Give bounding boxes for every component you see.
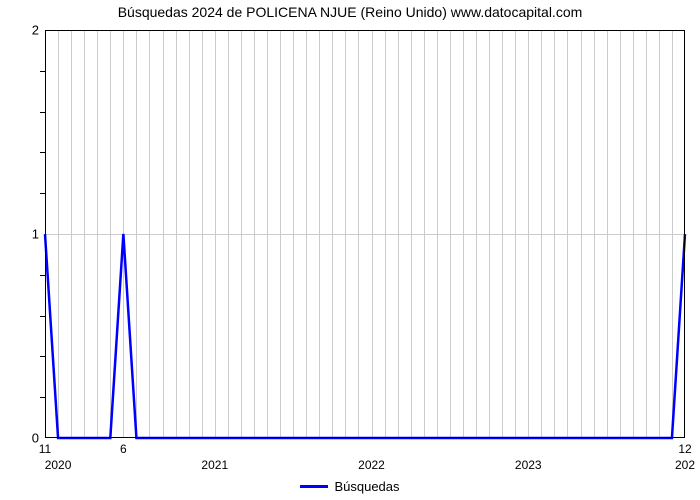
y-minor-tick — [40, 316, 45, 317]
y-tick-label: 2 — [32, 23, 39, 38]
legend-swatch — [300, 485, 328, 488]
series-line — [45, 30, 685, 438]
legend: Búsquedas — [0, 478, 700, 494]
chart-title: Búsquedas 2024 de POLICENA NJUE (Reino U… — [0, 4, 700, 20]
plot-area: 012202020212022202320211612 — [45, 30, 685, 438]
data-point-label: 6 — [120, 442, 127, 456]
y-minor-tick — [40, 152, 45, 153]
y-minor-tick — [40, 71, 45, 72]
x-tick-label: 202 — [675, 458, 695, 472]
data-point-label: 12 — [678, 442, 691, 456]
y-minor-tick — [40, 193, 45, 194]
y-minor-tick — [40, 112, 45, 113]
data-point-label: 11 — [39, 442, 51, 456]
y-minor-tick — [40, 397, 45, 398]
y-tick-label: 1 — [32, 227, 39, 242]
y-minor-tick — [40, 275, 45, 276]
x-tick-label: 2023 — [515, 458, 542, 472]
x-tick-label: 2022 — [358, 458, 385, 472]
y-minor-tick — [40, 356, 45, 357]
legend-label: Búsquedas — [334, 479, 399, 494]
x-tick-label: 2021 — [201, 458, 228, 472]
line-chart: Búsquedas 2024 de POLICENA NJUE (Reino U… — [0, 0, 700, 500]
x-tick-label: 2020 — [45, 458, 72, 472]
